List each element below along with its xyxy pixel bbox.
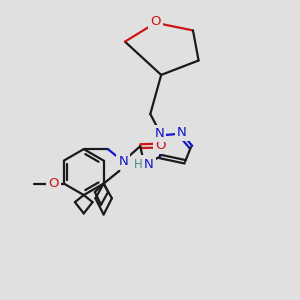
Text: N: N <box>118 155 128 168</box>
Text: N: N <box>177 125 187 139</box>
Text: H: H <box>134 158 143 171</box>
Text: O: O <box>150 14 161 28</box>
Text: O: O <box>48 177 59 190</box>
Text: N: N <box>154 127 164 140</box>
Text: O: O <box>155 139 166 152</box>
Text: N: N <box>144 158 154 171</box>
